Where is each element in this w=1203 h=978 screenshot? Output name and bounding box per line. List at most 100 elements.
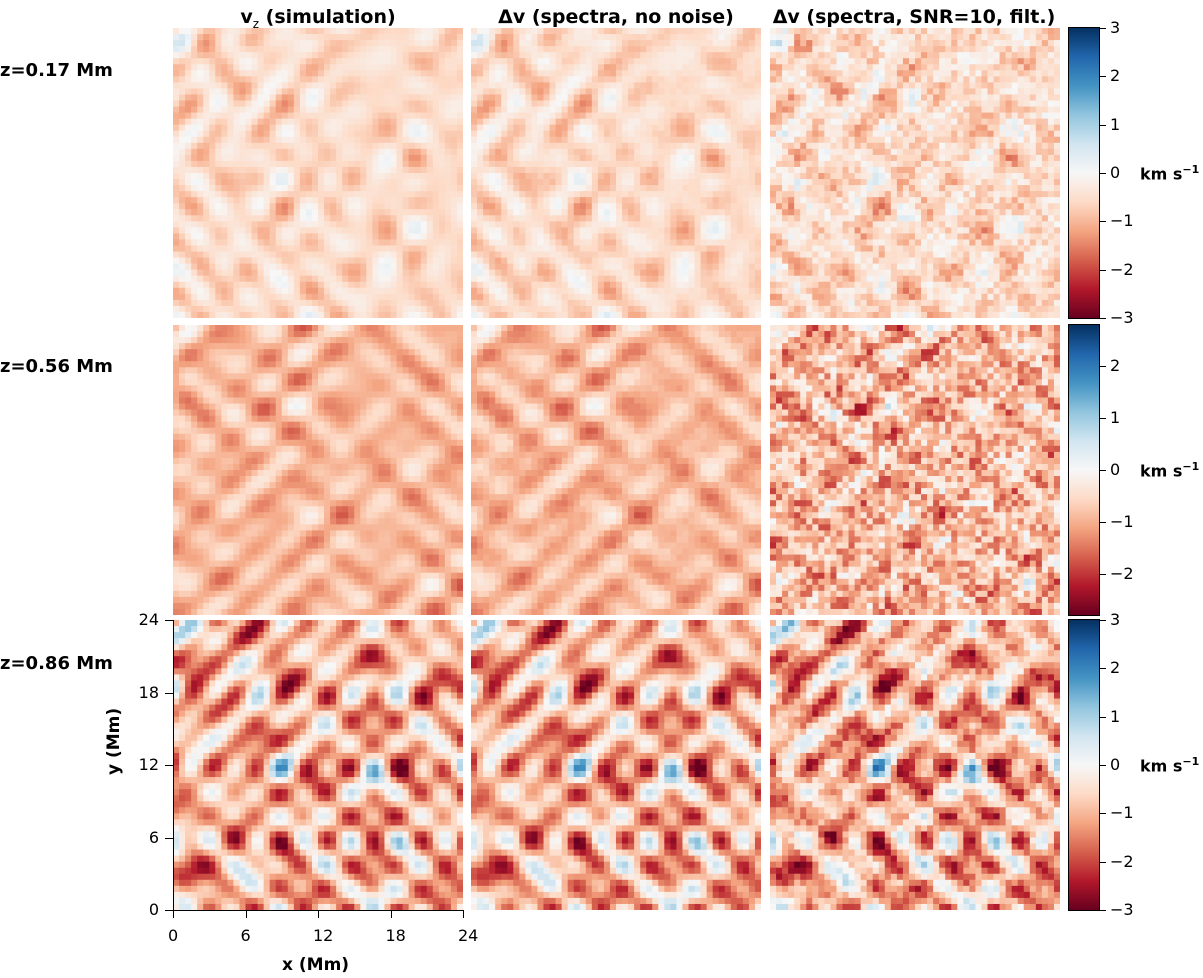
heatmap-cell <box>348 46 355 53</box>
heatmap-cell <box>438 227 446 234</box>
heatmap-cell <box>694 142 701 150</box>
heatmap-cell <box>531 221 538 228</box>
heatmap-cell <box>185 142 192 150</box>
heatmap-cell <box>622 185 629 192</box>
heatmap-cell <box>281 293 289 301</box>
heatmap-cell <box>585 305 593 313</box>
heatmap-cell <box>372 203 379 210</box>
heatmap-cell <box>573 82 581 89</box>
heatmap-cell <box>293 64 301 71</box>
heatmap-cell <box>628 40 635 47</box>
heatmap-cell <box>408 179 416 186</box>
heatmap-cell <box>567 269 575 277</box>
heatmap-cell <box>543 287 550 295</box>
heatmap-cell <box>694 82 701 89</box>
heatmap-cell <box>537 94 544 101</box>
heatmap-cell <box>495 70 502 77</box>
heatmap-cell <box>878 40 886 47</box>
heatmap-cell <box>836 34 843 41</box>
heatmap-cell <box>293 136 301 144</box>
heatmap-cell <box>191 203 198 210</box>
heatmap-cell <box>263 197 271 204</box>
heatmap-cell <box>670 221 677 228</box>
heatmap-cell <box>324 118 331 126</box>
heatmap-cell <box>239 148 246 156</box>
heatmap-cell <box>245 136 252 144</box>
heatmap-cell <box>513 275 520 283</box>
heatmap-cell <box>384 28 391 35</box>
heatmap-cell <box>299 82 307 89</box>
heatmap-cell <box>525 58 532 65</box>
heatmap-cell <box>748 100 756 107</box>
heatmap-cell <box>742 179 750 186</box>
heatmap-cell <box>330 221 337 228</box>
heatmap-cell <box>360 263 367 271</box>
heatmap-cell <box>324 281 331 289</box>
heatmap-cell <box>396 52 403 59</box>
heatmap-cell <box>483 40 490 47</box>
heatmap-cell <box>414 94 422 101</box>
heatmap-cell <box>293 209 301 216</box>
heatmap-cell <box>179 166 186 174</box>
heatmap-cell <box>957 28 964 35</box>
heatmap-cell <box>197 203 204 210</box>
heatmap-cell <box>519 82 526 89</box>
heatmap-cell <box>215 215 222 222</box>
column-title-rest: (simulation) <box>259 6 396 28</box>
heatmap-cell <box>483 28 490 35</box>
heatmap-cell <box>245 130 252 138</box>
heatmap-cell <box>616 215 623 222</box>
heatmap-cell <box>609 263 617 271</box>
heatmap-cell <box>293 124 301 132</box>
heatmap-cell <box>233 76 240 83</box>
heatmap-cell <box>561 154 569 162</box>
heatmap-cell <box>293 160 301 168</box>
heatmap-cell <box>646 148 653 156</box>
heatmap-cell <box>336 197 343 204</box>
heatmap-cell <box>233 293 240 301</box>
heatmap-cell <box>658 52 665 59</box>
heatmap-cell <box>203 221 210 228</box>
heatmap-cell <box>311 221 319 228</box>
heatmap-cell <box>384 299 391 307</box>
heatmap-cell <box>173 215 180 222</box>
heatmap-cell <box>257 76 265 83</box>
heatmap-cell <box>616 154 623 162</box>
heatmap-cell <box>330 64 337 71</box>
heatmap-cell <box>239 221 246 228</box>
heatmap-cell <box>257 82 265 89</box>
heatmap-cell <box>603 221 611 228</box>
heatmap-cell <box>390 257 397 265</box>
heatmap-cell <box>742 154 750 162</box>
heatmap-cell <box>525 94 532 101</box>
heatmap-cell <box>537 64 544 71</box>
heatmap-cell <box>185 185 192 192</box>
heatmap-cell <box>561 100 569 107</box>
heatmap-cell <box>293 257 301 265</box>
heatmap-cell <box>408 64 416 71</box>
heatmap-cell <box>173 160 180 168</box>
heatmap-cell <box>245 76 252 83</box>
heatmap-cell <box>501 46 508 53</box>
heatmap-cell <box>348 269 355 277</box>
heatmap-cell <box>209 173 216 180</box>
heatmap-cell <box>239 305 246 313</box>
heatmap-cell <box>622 293 629 301</box>
heatmap-cell <box>390 148 397 156</box>
heatmap-cell <box>402 287 410 295</box>
heatmap-cell <box>748 185 756 192</box>
heatmap-cell <box>330 203 337 210</box>
heatmap-cell <box>652 233 659 240</box>
heatmap-cell <box>646 221 653 228</box>
heatmap-cell <box>694 166 701 174</box>
heatmap-cell <box>561 173 569 180</box>
heatmap-cell <box>519 299 526 307</box>
heatmap-cell <box>573 299 581 307</box>
heatmap-cell <box>197 58 204 65</box>
heatmap-cell <box>450 233 458 240</box>
heatmap-cell <box>597 215 605 222</box>
heatmap-cell <box>754 34 761 41</box>
heatmap-cell <box>999 52 1007 59</box>
heatmap-cell <box>384 124 391 132</box>
heatmap-cell <box>730 173 738 180</box>
